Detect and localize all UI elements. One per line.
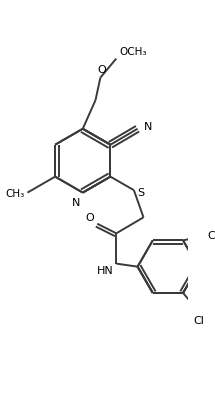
Text: O: O bbox=[86, 212, 94, 222]
Text: N: N bbox=[72, 198, 80, 208]
Text: O: O bbox=[98, 65, 106, 75]
Text: S: S bbox=[138, 188, 145, 198]
Text: Cl: Cl bbox=[194, 315, 204, 325]
Text: Cl: Cl bbox=[207, 230, 215, 240]
Text: CH₃: CH₃ bbox=[6, 188, 25, 198]
Text: HN: HN bbox=[97, 266, 114, 276]
Text: OCH₃: OCH₃ bbox=[119, 47, 147, 57]
Text: N: N bbox=[144, 122, 152, 132]
